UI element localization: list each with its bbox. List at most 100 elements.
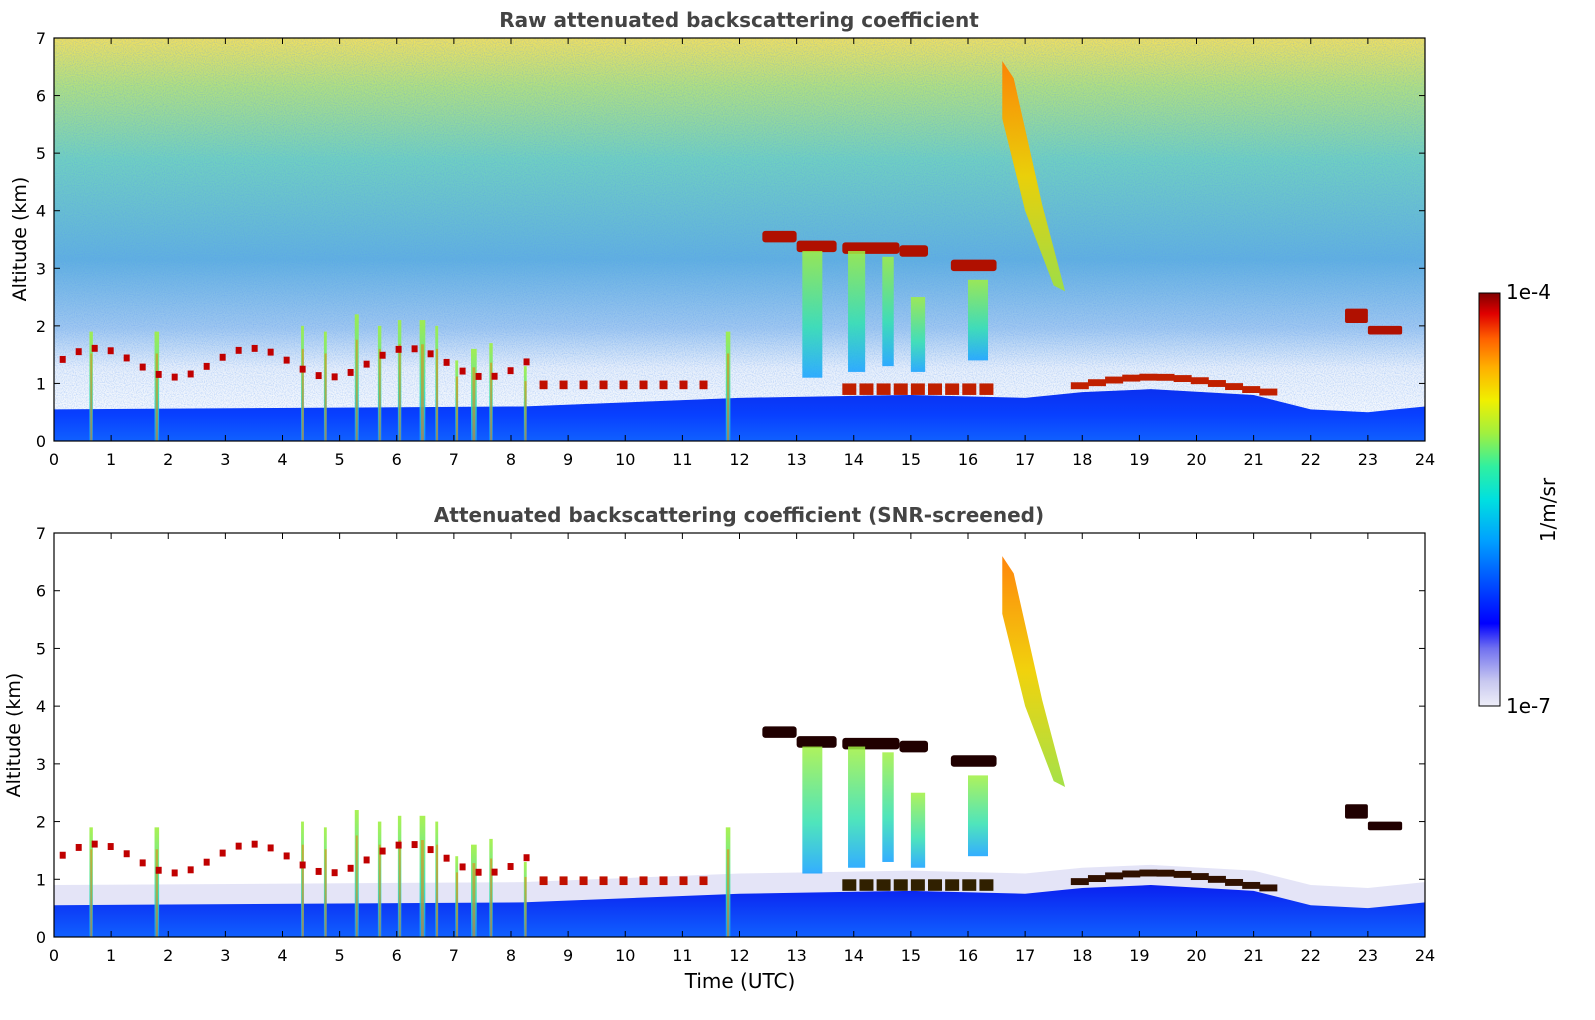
low-cloud-base xyxy=(235,346,242,354)
x-tick-label: 19 xyxy=(1129,450,1149,469)
low-cloud-base xyxy=(251,840,258,848)
bl-cloud xyxy=(859,879,874,891)
low-cloud-base xyxy=(91,344,98,352)
bl-top-cloud xyxy=(559,380,568,390)
low-cloud-base xyxy=(299,861,306,869)
low-cloud-base xyxy=(187,866,194,874)
low-cloud-base xyxy=(379,351,386,359)
low-cloud-base xyxy=(75,843,82,851)
low-cloud-base xyxy=(203,362,210,370)
panel1-ylabel: Altitude (km) xyxy=(9,177,31,302)
mid-level-cloud xyxy=(796,240,837,253)
layer-top-aerosol xyxy=(1087,379,1106,387)
bl-top-cloud xyxy=(539,876,548,886)
boundary-layer xyxy=(54,885,1425,937)
x-tick-label: 21 xyxy=(1243,946,1263,965)
panel1-y-axis: 0 1 2 3 4 5 6 7 xyxy=(36,29,1425,451)
precip-core xyxy=(301,844,304,937)
precip-core xyxy=(301,348,304,441)
layer-top-aerosol xyxy=(1207,875,1226,883)
layer-top-aerosol xyxy=(1207,380,1226,387)
precip-core xyxy=(155,353,158,441)
precip-core xyxy=(90,849,93,937)
colorbar-min-label: 1e-7 xyxy=(1506,694,1551,718)
low-cloud-base xyxy=(347,864,354,872)
low-cloud-base xyxy=(443,854,450,862)
low-cloud-base xyxy=(315,372,322,380)
bl-cloud xyxy=(859,383,874,395)
x-tick-label: 7 xyxy=(449,450,459,469)
bl-cloud xyxy=(945,879,960,891)
low-cloud-base xyxy=(59,355,66,363)
x-tick-label: 3 xyxy=(220,946,230,965)
x-tick-label: 10 xyxy=(615,946,635,965)
low-cloud-base xyxy=(395,345,402,353)
layer-top-aerosol xyxy=(1105,376,1124,384)
x-tick-label: 20 xyxy=(1186,946,1206,965)
bl-top-cloud xyxy=(619,876,628,886)
panel2-ylabel: Altitude (km) xyxy=(3,673,25,798)
x-tick-label: 22 xyxy=(1301,450,1321,469)
bl-cloud xyxy=(876,383,891,395)
x-tick-label: 4 xyxy=(277,450,287,469)
virga-streak xyxy=(882,256,894,367)
layer-top-aerosol xyxy=(1225,878,1244,886)
low-cloud-base xyxy=(139,859,146,867)
layer-top-aerosol xyxy=(1105,872,1124,880)
y-tick-label: 7 xyxy=(36,29,46,48)
layer-top-aerosol xyxy=(1259,388,1278,396)
precip-core xyxy=(456,376,459,441)
bl-cloud xyxy=(945,383,960,395)
small-cloud xyxy=(1367,325,1403,335)
bl-cloud xyxy=(962,879,977,891)
bl-top-cloud xyxy=(619,380,628,390)
precip-core xyxy=(726,353,730,441)
x-tick-label: 5 xyxy=(335,450,345,469)
virga-streak xyxy=(968,775,988,857)
y-tick-label: 3 xyxy=(36,755,46,774)
precip-core xyxy=(524,381,527,441)
bl-top-cloud xyxy=(659,380,668,390)
precip-core xyxy=(355,835,358,937)
x-tick-label: 1 xyxy=(106,946,116,965)
panel2-y-axis: 0 1 2 3 4 5 6 7 xyxy=(36,524,1425,947)
x-tick-label: 8 xyxy=(506,946,516,965)
x-tick-label: 15 xyxy=(901,450,921,469)
y-tick-label: 0 xyxy=(36,432,46,451)
colorbar-unit-label: 1/m/sr xyxy=(1536,477,1560,542)
low-cloud-base xyxy=(267,844,274,852)
mid-level-cloud xyxy=(899,245,929,257)
low-cloud-base xyxy=(123,354,130,362)
layer-top-aerosol xyxy=(1242,881,1261,889)
x-tick-label: 23 xyxy=(1358,450,1378,469)
panel2-x-axis: 0 1 2 3 4 5 6 7 8 9 10 11 12 13 14 15 16 17 18 19 20 21 22 23 24 xyxy=(49,533,1435,965)
x-tick-label: 4 xyxy=(277,946,287,965)
low-cloud-base xyxy=(171,373,178,381)
low-cloud-base xyxy=(235,842,242,850)
x-tick-label: 18 xyxy=(1072,450,1092,469)
mid-level-cloud xyxy=(762,726,797,738)
layer-top-aerosol xyxy=(1173,375,1192,383)
y-tick-label: 4 xyxy=(36,697,46,716)
cirrus-streak xyxy=(1002,61,1066,292)
bl-top-cloud xyxy=(679,876,688,886)
low-cloud-base xyxy=(411,841,418,849)
layer-top-aerosol xyxy=(1242,386,1261,394)
y-tick-label: 1 xyxy=(36,374,46,393)
x-tick-label: 10 xyxy=(615,450,635,469)
precip-core xyxy=(324,353,327,441)
x-tick-label: 6 xyxy=(392,450,402,469)
layer-top-aerosol xyxy=(1122,374,1141,382)
precip-core xyxy=(155,849,158,937)
x-tick-label: 8 xyxy=(506,450,516,469)
low-cloud-base xyxy=(523,854,530,862)
panel1-features xyxy=(54,61,1425,441)
precip-core xyxy=(472,863,476,937)
low-cloud-base xyxy=(491,868,498,876)
low-cloud-base xyxy=(475,372,482,380)
virga-streak xyxy=(848,746,866,868)
small-cloud xyxy=(1345,308,1368,323)
precip-core xyxy=(378,348,381,441)
y-tick-label: 3 xyxy=(36,259,46,278)
